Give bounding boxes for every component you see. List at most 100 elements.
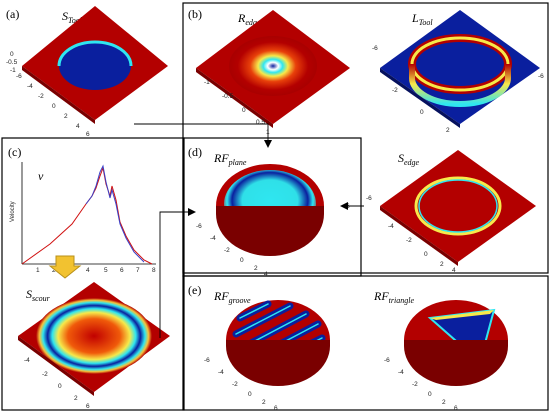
groove-edge — [235, 305, 291, 335]
panel-a-ticks-left: -6 -4 -2 0 2 4 6 — [16, 73, 90, 138]
tick: -6 — [366, 195, 372, 202]
tick: -6 — [204, 357, 210, 364]
panel-b-ltool-title: LTool — [411, 11, 433, 27]
panel-e: (e) RFgroove -6 -4 -2 0 2 6 RFtriangle — [188, 283, 530, 412]
tick: 6 — [120, 267, 124, 274]
panel-e-groove-title: RFgroove — [213, 289, 251, 305]
tick: 6 — [274, 405, 278, 412]
arrowhead-b-to-d — [340, 202, 348, 210]
tick: 0 — [424, 251, 428, 258]
tick: 0 — [420, 109, 424, 116]
tick: -2 — [412, 381, 418, 388]
panel-a-label: (a) — [6, 7, 19, 21]
panel-e-groove-wall — [226, 340, 330, 386]
panel-e-triangle-title: RFtriangle — [373, 289, 414, 305]
tick: 0 — [52, 103, 56, 110]
tick: -6 — [384, 357, 390, 364]
tick: -1 — [10, 67, 16, 74]
panel-b-redge-side — [196, 68, 273, 128]
tick: -2 — [392, 87, 398, 94]
panel-a-disk-rim — [57, 40, 133, 67]
tick: 2 — [442, 399, 446, 406]
panel-a-side — [22, 66, 95, 124]
tick: 0 — [248, 391, 252, 398]
tick: -2 — [406, 237, 412, 244]
panel-d-title: RFplane — [213, 151, 247, 167]
panel-b-sedge-side — [380, 206, 458, 266]
tick: 2 — [74, 395, 78, 402]
tick: -4 — [388, 223, 394, 230]
tick: 4 — [264, 271, 268, 278]
tick: -2 — [232, 381, 238, 388]
panel-b-ltool-ring-wall — [409, 64, 511, 107]
panel-e-groove-ticks: -6 -4 -2 0 2 6 — [204, 357, 278, 412]
panel-c-label: (c) — [8, 145, 21, 159]
tick: -4 — [27, 83, 33, 90]
panel-c-scour-side — [18, 336, 94, 396]
tick: -1 — [204, 79, 210, 86]
panel-b-sedge-title: Sedge — [398, 151, 420, 167]
panel-a-tool-disk — [59, 42, 131, 90]
tick: 0 — [428, 391, 432, 398]
arrowhead-a-to-d — [264, 140, 272, 148]
tick: 2 — [254, 265, 258, 272]
tick: 2 — [446, 127, 450, 134]
panel-a-ticks-right: 0 -0.5 -1 — [6, 51, 18, 74]
panel-b-ltool-side — [380, 68, 460, 128]
panel-c-symbol: v — [38, 169, 44, 183]
panel-c: (c) v Velocity 1 2 3 4 5 6 7 8 Sscour -4… — [8, 145, 170, 410]
panel-b-ltool-ticks: -6 -2 0 2 -6 — [372, 45, 544, 134]
panel-b-sedge-ticks: -6 -4 -2 0 2 4 — [366, 195, 456, 274]
tick: 2 — [440, 261, 444, 268]
panel-c-ylabel: Velocity — [10, 201, 16, 222]
tick: -2 — [224, 247, 230, 254]
tick: 0 — [240, 257, 244, 264]
panel-d-wall — [216, 206, 324, 256]
panel-e-triangle-lip — [430, 310, 494, 320]
tick: 1 — [36, 267, 40, 274]
tick: -4 — [210, 235, 216, 242]
tick: 0 — [10, 51, 14, 58]
connectors — [134, 123, 364, 338]
tick: 8 — [152, 267, 156, 274]
panel-c-scour-ticks: -4 -2 0 2 6 — [24, 357, 90, 410]
panel-c-scour-crater — [36, 298, 152, 374]
panel-c-curve-blue — [85, 164, 145, 263]
tick: -6 — [538, 73, 544, 80]
panel-b: (b) Redge -1 -0.5 0 0.5 1 LTool -6 -2 0 … — [188, 7, 544, 274]
panel-e-label: (e) — [188, 283, 201, 297]
groove-edge — [239, 303, 269, 319]
panel-d: (d) RFplane -6 -4 -2 0 2 4 -6 — [188, 145, 350, 278]
tick: 0.5 — [256, 119, 265, 126]
panel-c-scour-title: Sscour — [26, 287, 51, 303]
arrowhead-c-to-d — [188, 208, 196, 216]
tick: -4 — [24, 357, 30, 364]
tick: 0 — [242, 107, 246, 114]
panel-e-triangle-wall — [404, 340, 508, 386]
tick: 4 — [452, 267, 456, 274]
panel-d-label: (d) — [188, 145, 202, 159]
tick: -4 — [398, 369, 404, 376]
tick: 7 — [136, 267, 140, 274]
tick: 4 — [76, 123, 80, 130]
panel-a: (a) STool -6 -4 -2 0 2 4 6 0 -0.5 -1 — [6, 6, 168, 138]
arrow-a-to-d — [134, 123, 269, 142]
tick: 0 — [58, 383, 62, 390]
tick: 2 — [52, 267, 56, 274]
panel-e-triangle-ticks: -6 -4 -2 0 2 6 — [384, 357, 458, 412]
tick: -2 — [42, 371, 48, 378]
tick: 6 — [86, 403, 90, 410]
panel-a-title: STool — [62, 9, 83, 25]
tick: -6 — [16, 73, 22, 80]
panel-b-label: (b) — [188, 7, 202, 21]
tick: -0.5 — [6, 59, 18, 66]
panel-b-sedge-ring-inner — [418, 179, 498, 233]
panel-c-down-arrow — [48, 255, 82, 279]
tick: 2 — [262, 399, 266, 406]
frame-panel-e — [182, 275, 549, 411]
tick: -4 — [218, 369, 224, 376]
tick: 5 — [104, 267, 108, 274]
tick: -2 — [38, 93, 44, 100]
